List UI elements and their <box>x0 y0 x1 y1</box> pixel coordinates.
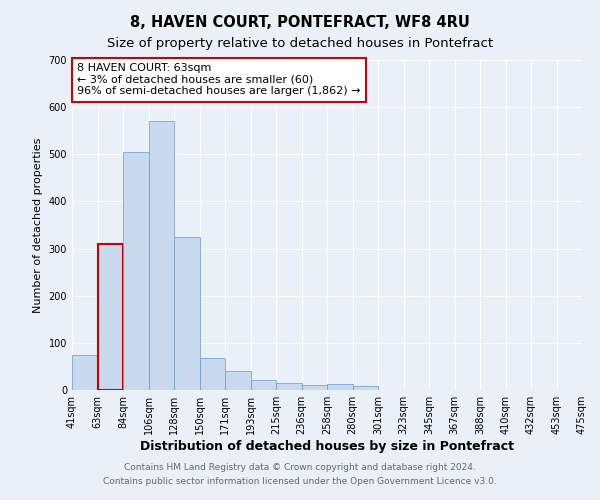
Bar <box>97 244 123 390</box>
Bar <box>276 383 302 390</box>
Bar <box>174 237 199 390</box>
Bar <box>353 386 378 390</box>
Text: Size of property relative to detached houses in Pontefract: Size of property relative to detached ho… <box>107 38 493 51</box>
Bar <box>72 354 97 390</box>
Bar <box>199 358 225 390</box>
Bar <box>225 371 251 390</box>
Bar <box>327 384 353 390</box>
Text: Contains public sector information licensed under the Open Government Licence v3: Contains public sector information licen… <box>103 477 497 486</box>
Text: 8 HAVEN COURT: 63sqm
← 3% of detached houses are smaller (60)
96% of semi-detach: 8 HAVEN COURT: 63sqm ← 3% of detached ho… <box>77 64 361 96</box>
Text: Contains HM Land Registry data © Crown copyright and database right 2024.: Contains HM Land Registry data © Crown c… <box>124 464 476 472</box>
Bar <box>149 122 174 390</box>
X-axis label: Distribution of detached houses by size in Pontefract: Distribution of detached houses by size … <box>140 440 514 453</box>
Bar <box>302 385 327 390</box>
Bar <box>251 380 276 390</box>
Text: 8, HAVEN COURT, PONTEFRACT, WF8 4RU: 8, HAVEN COURT, PONTEFRACT, WF8 4RU <box>130 15 470 30</box>
Bar <box>123 152 149 390</box>
Y-axis label: Number of detached properties: Number of detached properties <box>33 138 43 312</box>
